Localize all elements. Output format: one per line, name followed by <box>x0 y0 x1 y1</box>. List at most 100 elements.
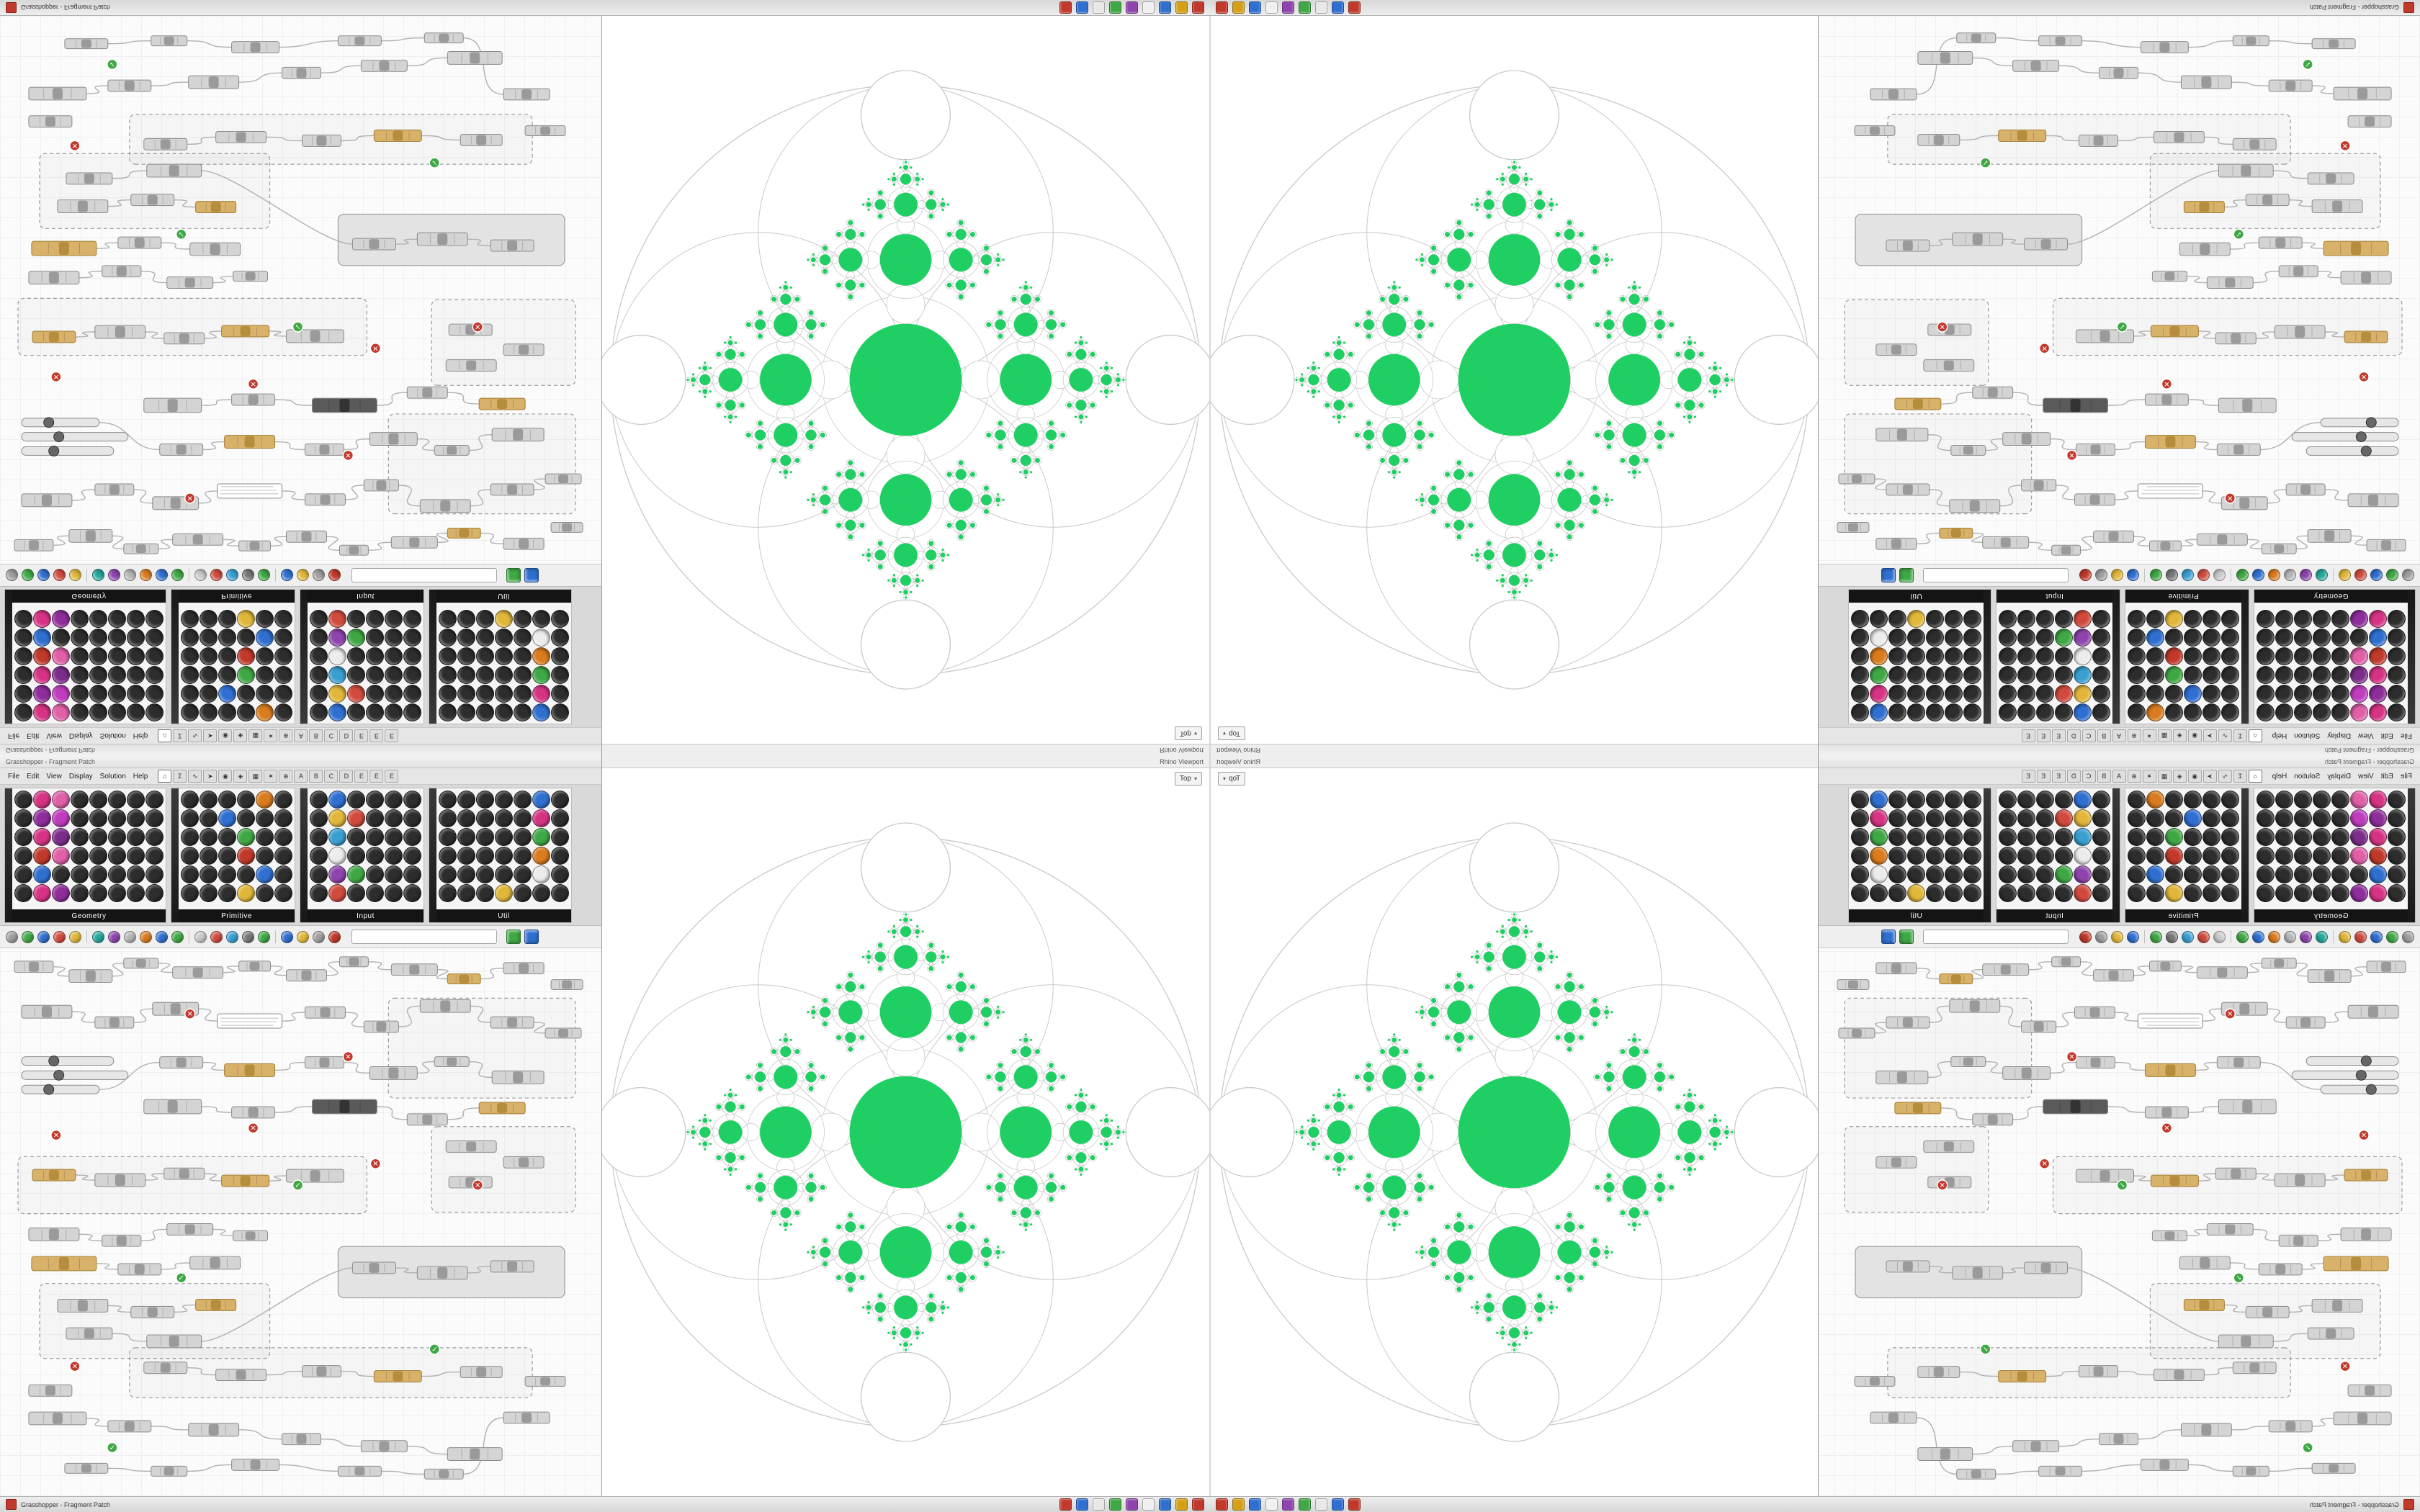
gh-component[interactable] <box>2291 431 2399 443</box>
component-icon[interactable] <box>108 865 126 883</box>
ribbon-tab-8[interactable]: ⊕ <box>279 729 293 742</box>
component-icon[interactable] <box>532 610 550 628</box>
component-icon[interactable] <box>551 703 569 721</box>
ribbon-tab-5[interactable]: ◈ <box>233 770 248 783</box>
toolbar-icon[interactable] <box>258 930 270 943</box>
gh-component[interactable] <box>419 999 471 1013</box>
component-icon[interactable] <box>14 884 32 902</box>
component-icon[interactable] <box>14 791 32 809</box>
component-icon[interactable] <box>476 685 494 703</box>
component-icon[interactable] <box>52 703 70 721</box>
component-icon[interactable] <box>14 610 32 628</box>
taskbar-app-icon[interactable] <box>1059 1498 1072 1511</box>
component-icon[interactable] <box>1999 610 2017 628</box>
component-icon[interactable] <box>2017 629 2035 647</box>
component-icon[interactable] <box>495 703 513 721</box>
component-icon[interactable] <box>532 647 550 665</box>
component-icon[interactable] <box>2388 809 2406 827</box>
gh-component[interactable] <box>304 1006 346 1019</box>
component-icon[interactable] <box>2055 828 2073 846</box>
component-icon[interactable] <box>532 666 550 684</box>
gh-component[interactable] <box>2311 38 2356 50</box>
component-icon[interactable] <box>439 884 457 902</box>
menu-file[interactable]: File <box>8 772 20 780</box>
component-icon[interactable] <box>2294 647 2312 665</box>
component-icon[interactable] <box>2350 809 2368 827</box>
component-icon[interactable] <box>2146 629 2164 647</box>
taskbar-app-icon[interactable] <box>1332 1498 1344 1511</box>
gh-component[interactable] <box>1876 343 1917 356</box>
component-icon[interactable] <box>1945 703 1963 721</box>
component-icon[interactable] <box>2036 865 2054 883</box>
component-icon[interactable] <box>366 647 384 665</box>
component-icon[interactable] <box>385 791 403 809</box>
gh-component[interactable] <box>1838 1027 1876 1039</box>
component-icon[interactable] <box>89 791 107 809</box>
component-icon[interactable] <box>1888 685 1906 703</box>
gh-component[interactable] <box>215 1369 267 1381</box>
component-icon[interactable] <box>274 865 292 883</box>
component-icon[interactable] <box>52 666 70 684</box>
gh-component[interactable] <box>2340 271 2392 285</box>
component-icon[interactable] <box>2313 828 2331 846</box>
gh-group[interactable] <box>2053 297 2403 356</box>
component-icon[interactable] <box>2184 647 2202 665</box>
gh-component[interactable] <box>1952 1266 2004 1280</box>
toolbar-icon[interactable] <box>226 569 238 582</box>
component-icon[interactable] <box>2128 847 2146 865</box>
gh-component[interactable] <box>221 1174 270 1187</box>
component-icon[interactable] <box>52 809 70 827</box>
component-icon[interactable] <box>274 703 292 721</box>
component-icon[interactable] <box>2184 884 2202 902</box>
ribbon-tab-14[interactable]: E <box>369 770 384 783</box>
component-icon[interactable] <box>2313 647 2331 665</box>
component-icon[interactable] <box>2184 703 2202 721</box>
component-icon[interactable] <box>439 865 457 883</box>
ribbon-tab-6[interactable]: ▦ <box>2157 729 2172 742</box>
component-icon[interactable] <box>2165 847 2183 865</box>
gh-component[interactable] <box>490 483 534 496</box>
component-icon[interactable] <box>1926 865 1944 883</box>
component-icon[interactable] <box>403 610 421 628</box>
component-icon[interactable] <box>2017 828 2035 846</box>
gh-component[interactable] <box>424 1468 464 1480</box>
toolbar-icon[interactable] <box>2150 569 2162 582</box>
component-icon[interactable] <box>256 791 274 809</box>
gh-component[interactable] <box>21 446 115 456</box>
component-icon[interactable] <box>108 847 126 865</box>
toolbar-icon[interactable] <box>2354 569 2367 582</box>
gh-component[interactable] <box>172 533 224 546</box>
gh-component[interactable] <box>434 445 470 456</box>
component-icon[interactable] <box>145 884 163 902</box>
component-icon[interactable] <box>181 828 199 846</box>
ribbon-tab-0[interactable]: ⌂ <box>2248 770 2262 783</box>
ribbon-tab-5[interactable]: ◈ <box>2172 729 2187 742</box>
component-icon[interactable] <box>1963 666 1981 684</box>
gh-component[interactable] <box>57 1299 109 1313</box>
gh-component[interactable] <box>2344 1169 2388 1182</box>
ribbon-tab-11[interactable]: C <box>2081 729 2096 742</box>
component-icon[interactable] <box>532 703 550 721</box>
component-icon[interactable] <box>2257 703 2275 721</box>
toolbar-icon[interactable] <box>2316 930 2328 943</box>
component-icon[interactable] <box>2331 647 2349 665</box>
component-icon[interactable] <box>366 884 384 902</box>
component-icon[interactable] <box>2017 809 2035 827</box>
component-icon[interactable] <box>52 884 70 902</box>
component-icon[interactable] <box>181 865 199 883</box>
gh-component[interactable] <box>2150 1174 2199 1187</box>
gh-component[interactable] <box>66 1327 113 1340</box>
ribbon-tab-4[interactable]: ◉ <box>2187 729 2202 742</box>
panel-label[interactable]: Primitive <box>179 909 295 922</box>
component-icon[interactable] <box>1851 809 1869 827</box>
panel-label[interactable]: Geometry <box>2254 909 2408 922</box>
component-icon[interactable] <box>366 791 384 809</box>
menu-help[interactable]: Help <box>133 772 148 780</box>
gh-group[interactable] <box>39 1283 271 1359</box>
ribbon-tab-6[interactable]: ▦ <box>248 729 263 742</box>
gh-component[interactable] <box>1876 1070 1929 1084</box>
component-icon[interactable] <box>33 629 51 647</box>
toolbar-icon[interactable] <box>2095 930 2107 943</box>
menu-file[interactable]: File <box>8 732 20 740</box>
gh-component[interactable] <box>373 130 422 142</box>
